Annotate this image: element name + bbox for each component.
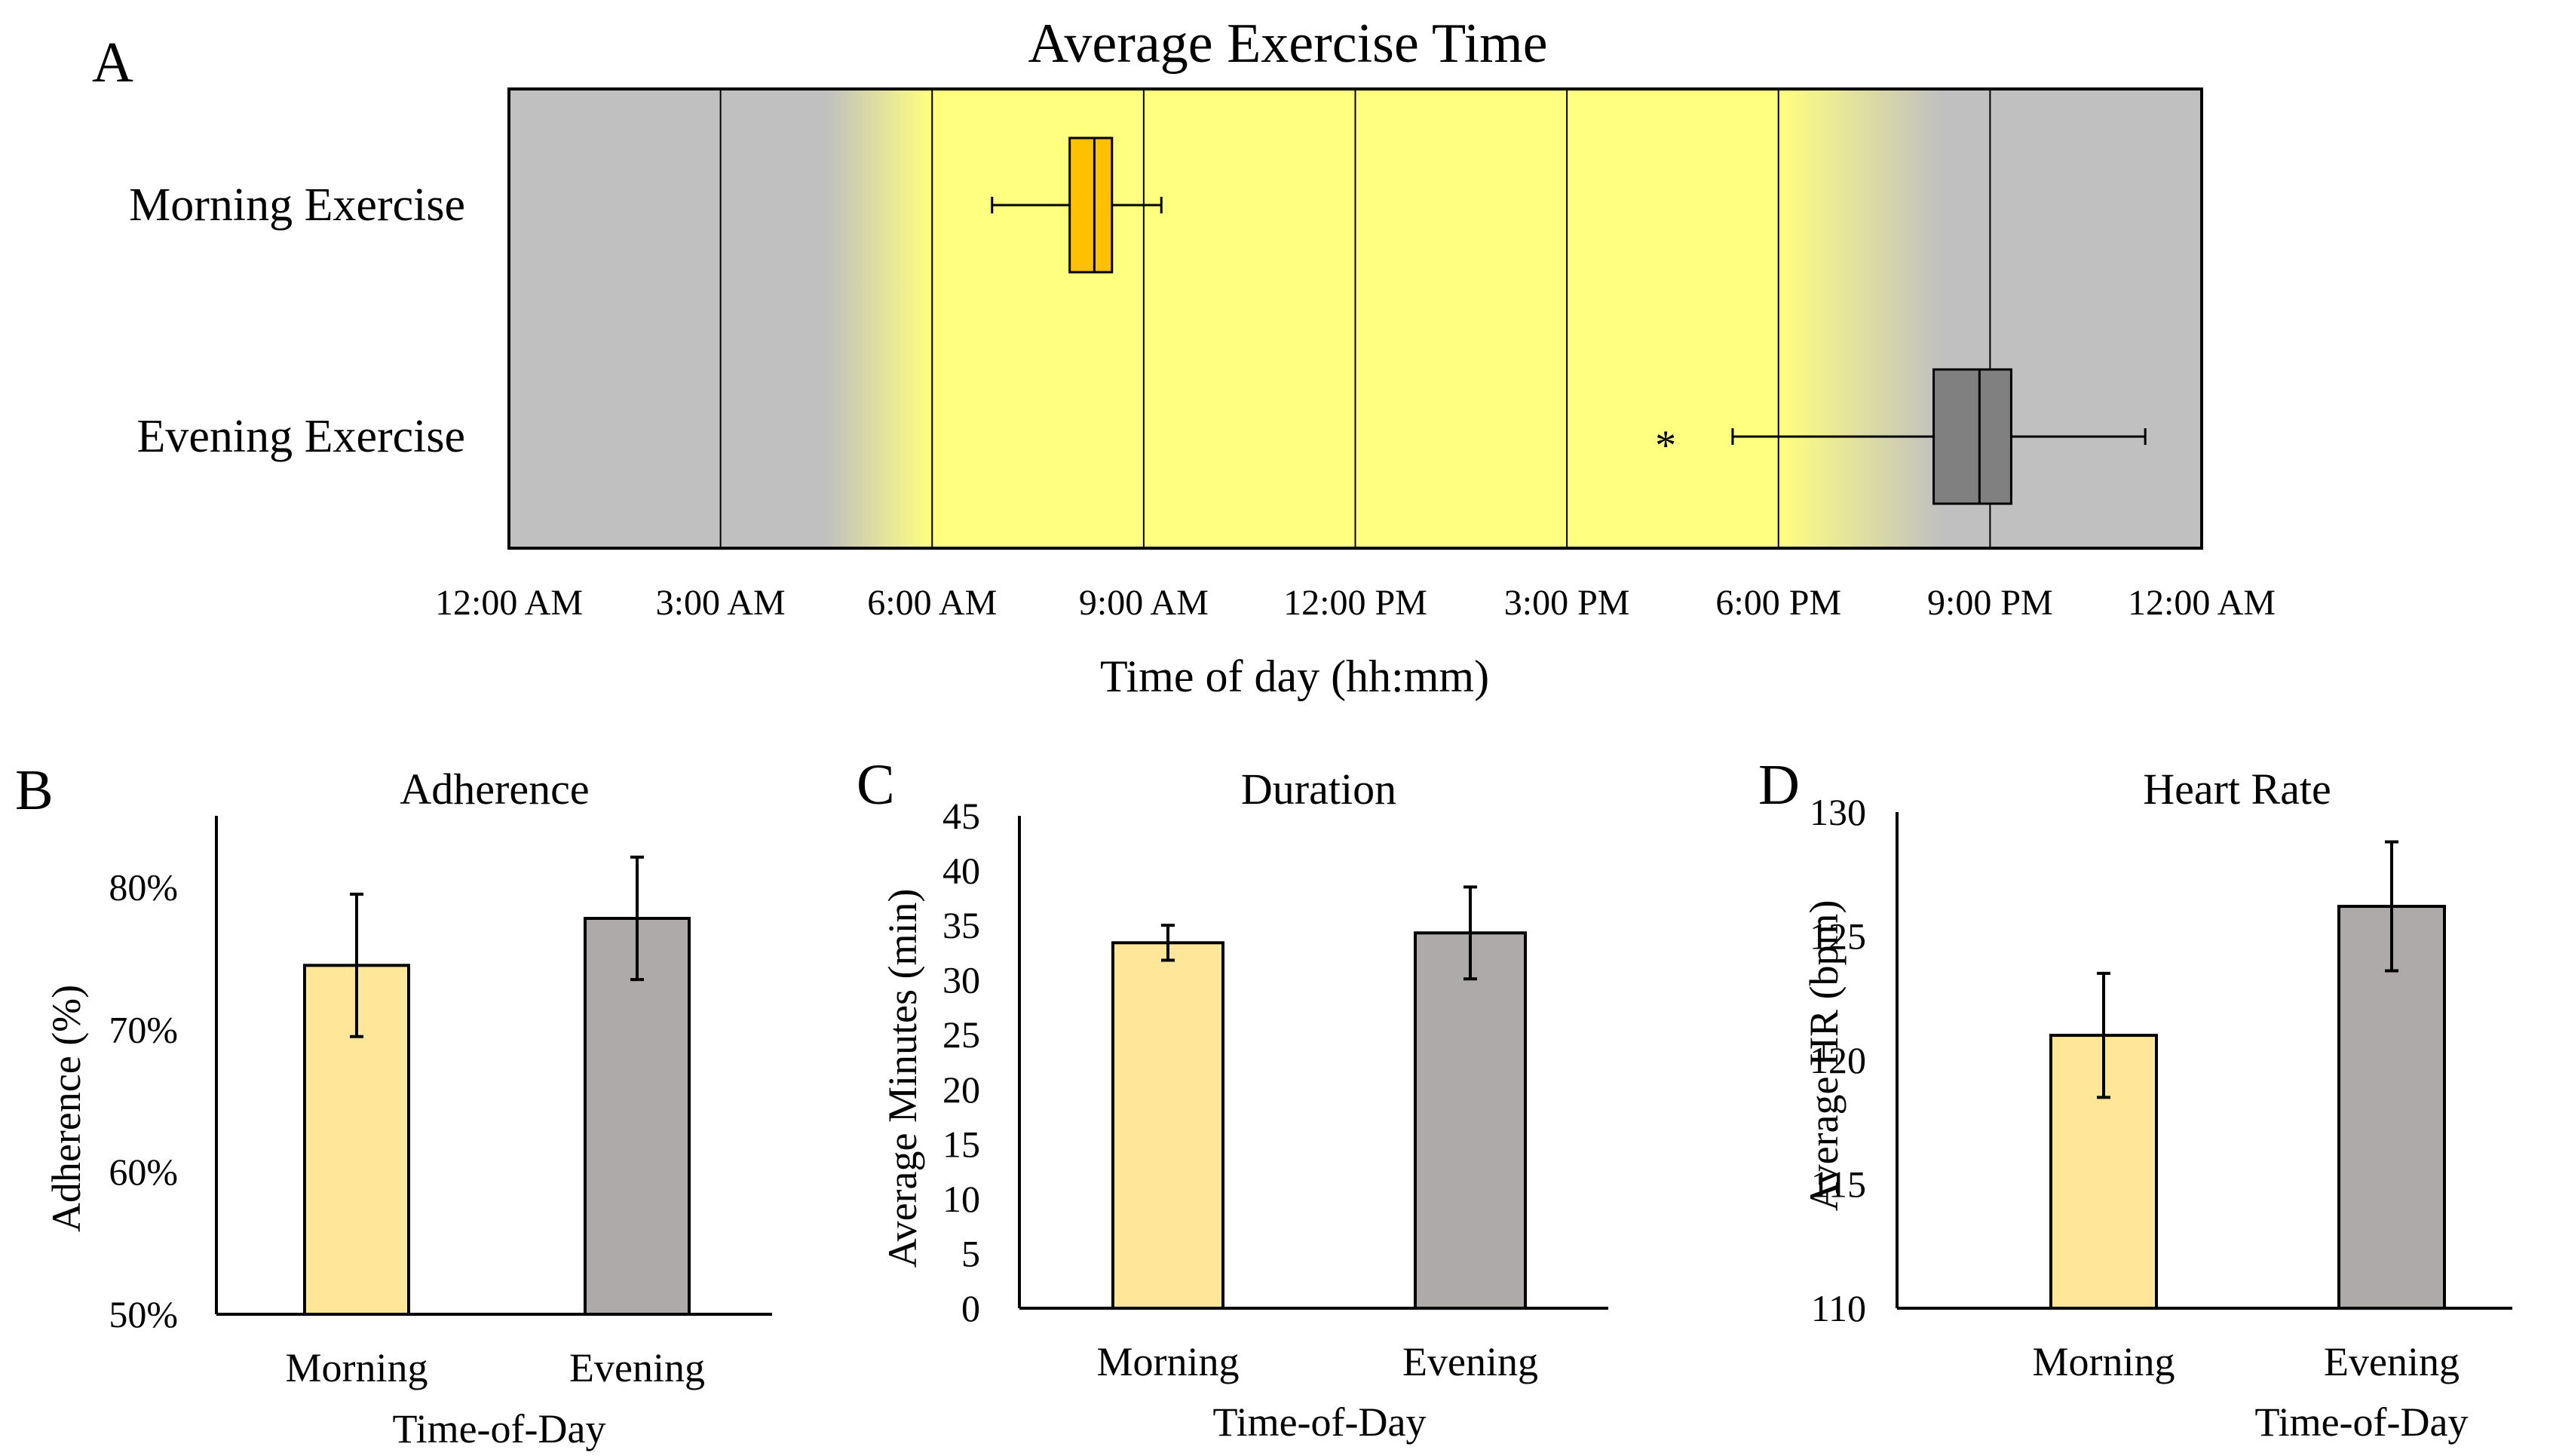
y-tick-label: 5: [961, 1232, 980, 1274]
y-tick-label: 45: [942, 795, 980, 837]
box-iqr: [1932, 368, 2012, 505]
panel-a-x-tick-label: 3:00 AM: [656, 583, 786, 623]
y-tick-label: 30: [942, 959, 980, 1001]
x-category-label: Morning: [1097, 1339, 1240, 1384]
y-tick-label: 60%: [109, 1151, 178, 1193]
panel-a-x-axis-label: Time of day (hh:mm): [1100, 651, 1489, 701]
panel-a-x-tick-label: 9:00 PM: [1927, 583, 2053, 623]
x-category-label: Evening: [569, 1345, 705, 1390]
panel-c-x-axis-label: Time-of-Day: [1213, 1399, 1427, 1445]
panel-label-a: A: [92, 31, 133, 94]
panel-b-x-axis-label: Time-of-Day: [393, 1406, 606, 1451]
x-category-label: Evening: [1402, 1339, 1538, 1384]
panel-a-x-tick-label: 6:00 AM: [867, 583, 997, 623]
y-tick-label: 25: [942, 1013, 980, 1056]
panel-b-plot-area: 50% 60% 70% 80% Morning Evening: [109, 816, 772, 1390]
y-tick-label: 130: [1810, 791, 1866, 833]
panel-d-plot-area: 110 115 120 125 130 Morning Evening: [1810, 791, 2512, 1384]
x-category-label: Morning: [2033, 1339, 2175, 1384]
panel-label-b: B: [15, 759, 54, 822]
y-tick-label: 115: [1811, 1163, 1866, 1206]
panel-a-plot-area: 12:00 AM 3:00 AM 6:00 AM 9:00 AM 12:00 PM 3:0…: [129, 87, 2276, 623]
y-tick-label: 10: [942, 1178, 980, 1220]
panel-b-bar-chart: Adherence Adherence (%) 50% 60% 70% 80% Morn…: [44, 765, 772, 1451]
panel-d-title: Heart Rate: [2143, 765, 2331, 814]
y-tick-label: 120: [1810, 1039, 1866, 1081]
panel-label-d: D: [1758, 753, 1800, 817]
box-series-evening: Evening Exercise *: [136, 368, 2147, 505]
box-outlier-marker: *: [1655, 422, 1676, 469]
panel-a-box-plot: Average Exercise Time 12:00 AM 3:00 AM 6:0…: [129, 13, 2276, 701]
panel-a-frame: [507, 87, 2203, 550]
panel-b-y-axis-label: Adherence (%): [44, 985, 89, 1232]
panel-c-title: Duration: [1241, 765, 1396, 814]
panel-c-plot-area: 0 5 10 15 20 25 30 35 40 45 Morning Evening: [942, 795, 1608, 1384]
x-category-label: Evening: [2324, 1339, 2460, 1384]
panel-a-x-tick-label: 3:00 PM: [1504, 583, 1630, 623]
y-tick-label: 125: [1810, 915, 1866, 958]
y-tick-label: 110: [1811, 1287, 1866, 1329]
panel-a-title: Average Exercise Time: [1028, 13, 1547, 75]
bar-evening: [1414, 931, 1527, 1310]
y-tick-label: 50%: [109, 1293, 178, 1335]
panel-a-x-tick-label: 12:00 AM: [2128, 583, 2276, 623]
panel-a-x-tick-label: 9:00 AM: [1079, 583, 1209, 623]
panel-d-x-axis-label: Time-of-Day: [2255, 1399, 2469, 1445]
y-tick-label: 0: [961, 1287, 980, 1329]
panel-a-x-tick-label: 12:00 PM: [1283, 583, 1427, 623]
panel-b-title: Adherence: [400, 765, 589, 814]
y-tick-label: 15: [942, 1123, 980, 1165]
y-tick-label: 35: [942, 904, 980, 946]
x-category-label: Morning: [286, 1345, 428, 1390]
panel-d-y-axis-label: Average HR (bpm): [1801, 900, 1847, 1212]
panel-c-y-axis-label: Average Minutes (min): [880, 889, 925, 1268]
y-tick-label: 80%: [109, 866, 178, 908]
panel-d-bar-chart: Heart Rate Average HR (bpm) 110 115 120 125…: [1801, 765, 2512, 1445]
box-series-morning: Morning Exercise: [129, 136, 1163, 274]
y-tick-label: 40: [942, 850, 980, 892]
box-category-label: Evening Exercise: [136, 411, 465, 462]
box-category-label: Morning Exercise: [129, 179, 465, 231]
panel-label-c: C: [857, 753, 895, 817]
panel-a-x-tick-label: 12:00 AM: [435, 583, 583, 623]
bar-evening: [2337, 905, 2446, 1310]
y-tick-label: 20: [942, 1068, 980, 1111]
bar-morning: [1111, 941, 1224, 1310]
panel-a-x-tick-label: 6:00 PM: [1715, 583, 1841, 623]
y-tick-label: 70%: [109, 1008, 178, 1050]
panel-c-bar-chart: Duration Average Minutes (min) 0 5 10 15 20 2…: [880, 765, 1608, 1445]
box-iqr: [1068, 136, 1114, 274]
